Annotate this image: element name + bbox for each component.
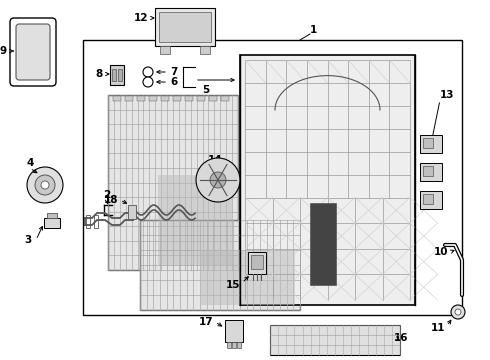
Bar <box>108 95 238 270</box>
Bar <box>173 96 181 101</box>
Bar <box>155 8 215 46</box>
Circle shape <box>451 305 465 319</box>
Text: 3: 3 <box>24 235 32 245</box>
Bar <box>423 194 433 204</box>
Bar <box>270 325 400 355</box>
Text: 9: 9 <box>0 46 7 56</box>
Bar <box>83 40 462 315</box>
Bar <box>160 46 170 54</box>
Bar <box>221 96 229 101</box>
Bar <box>310 202 336 285</box>
Circle shape <box>196 158 240 202</box>
Text: 11: 11 <box>431 323 445 333</box>
Bar <box>47 213 57 218</box>
Circle shape <box>35 175 55 195</box>
Bar <box>137 96 145 101</box>
Text: 18: 18 <box>103 195 118 205</box>
Bar <box>112 69 116 81</box>
Bar <box>197 96 205 101</box>
Bar <box>423 166 433 176</box>
Bar <box>140 220 300 310</box>
Bar <box>420 163 442 181</box>
Bar <box>118 69 122 81</box>
Bar <box>251 255 263 269</box>
Bar <box>225 320 243 342</box>
FancyBboxPatch shape <box>10 18 56 86</box>
Text: 10: 10 <box>434 247 448 257</box>
Text: 7: 7 <box>171 67 178 77</box>
Circle shape <box>143 67 153 77</box>
Bar <box>232 342 236 348</box>
Bar <box>227 342 231 348</box>
Text: 14: 14 <box>208 155 222 165</box>
Bar <box>161 96 169 101</box>
Bar <box>125 96 133 101</box>
Circle shape <box>143 77 153 87</box>
Bar <box>240 55 415 305</box>
Text: 16: 16 <box>393 333 408 343</box>
FancyBboxPatch shape <box>16 24 50 80</box>
Text: 2: 2 <box>103 190 111 200</box>
Bar <box>113 96 121 101</box>
Bar <box>185 96 193 101</box>
Text: 8: 8 <box>96 69 103 79</box>
Text: 12: 12 <box>133 13 148 23</box>
Circle shape <box>27 167 63 203</box>
Text: 4: 4 <box>26 158 34 168</box>
Bar <box>149 96 157 101</box>
Bar <box>200 46 210 54</box>
Circle shape <box>455 309 461 315</box>
Bar <box>94 215 98 228</box>
Bar <box>110 65 124 85</box>
Bar <box>248 252 266 274</box>
Bar <box>159 12 211 42</box>
Bar <box>420 135 442 153</box>
Bar <box>200 250 295 305</box>
Bar <box>209 96 217 101</box>
Bar <box>420 191 442 209</box>
Text: 13: 13 <box>440 90 455 100</box>
Bar <box>237 342 241 348</box>
Bar <box>423 138 433 148</box>
Circle shape <box>210 172 226 188</box>
Bar <box>158 175 233 265</box>
Circle shape <box>41 181 49 189</box>
Text: 17: 17 <box>198 317 213 327</box>
Bar <box>86 215 90 228</box>
Text: 1: 1 <box>310 25 317 35</box>
Text: 6: 6 <box>171 77 178 87</box>
Bar <box>44 218 60 228</box>
Bar <box>128 205 136 219</box>
Text: 5: 5 <box>202 85 209 95</box>
Text: 15: 15 <box>225 280 240 290</box>
